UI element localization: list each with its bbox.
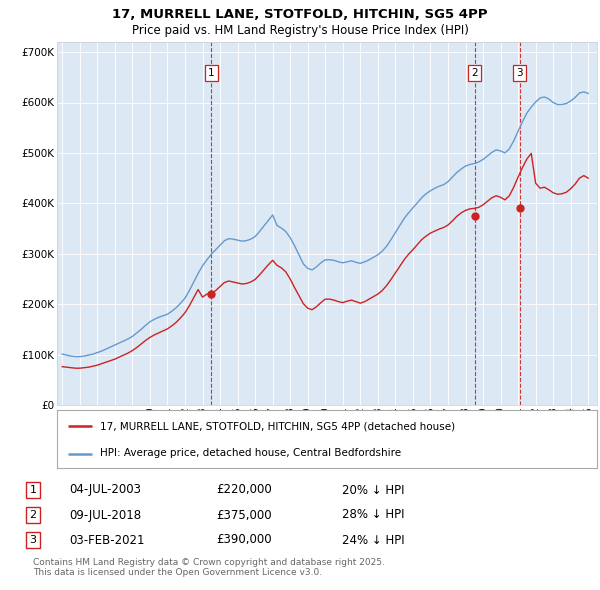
Text: 24% ↓ HPI: 24% ↓ HPI [342, 533, 404, 546]
Text: £390,000: £390,000 [216, 533, 272, 546]
Text: 3: 3 [516, 68, 523, 78]
Text: 20% ↓ HPI: 20% ↓ HPI [342, 483, 404, 497]
Text: HPI: Average price, detached house, Central Bedfordshire: HPI: Average price, detached house, Cent… [100, 448, 401, 458]
Text: 2: 2 [29, 510, 37, 520]
Text: £375,000: £375,000 [216, 509, 272, 522]
Text: 04-JUL-2003: 04-JUL-2003 [69, 483, 141, 497]
Text: Contains HM Land Registry data © Crown copyright and database right 2025.
This d: Contains HM Land Registry data © Crown c… [33, 558, 385, 578]
Text: 1: 1 [208, 68, 215, 78]
Text: 1: 1 [29, 485, 37, 495]
Text: 28% ↓ HPI: 28% ↓ HPI [342, 509, 404, 522]
Text: 03-FEB-2021: 03-FEB-2021 [69, 533, 145, 546]
Text: 09-JUL-2018: 09-JUL-2018 [69, 509, 141, 522]
Text: 17, MURRELL LANE, STOTFOLD, HITCHIN, SG5 4PP (detached house): 17, MURRELL LANE, STOTFOLD, HITCHIN, SG5… [100, 421, 455, 431]
Text: 17, MURRELL LANE, STOTFOLD, HITCHIN, SG5 4PP: 17, MURRELL LANE, STOTFOLD, HITCHIN, SG5… [112, 8, 488, 21]
Text: 2: 2 [472, 68, 478, 78]
Text: 3: 3 [29, 535, 37, 545]
Text: Price paid vs. HM Land Registry's House Price Index (HPI): Price paid vs. HM Land Registry's House … [131, 24, 469, 37]
Text: £220,000: £220,000 [216, 483, 272, 497]
